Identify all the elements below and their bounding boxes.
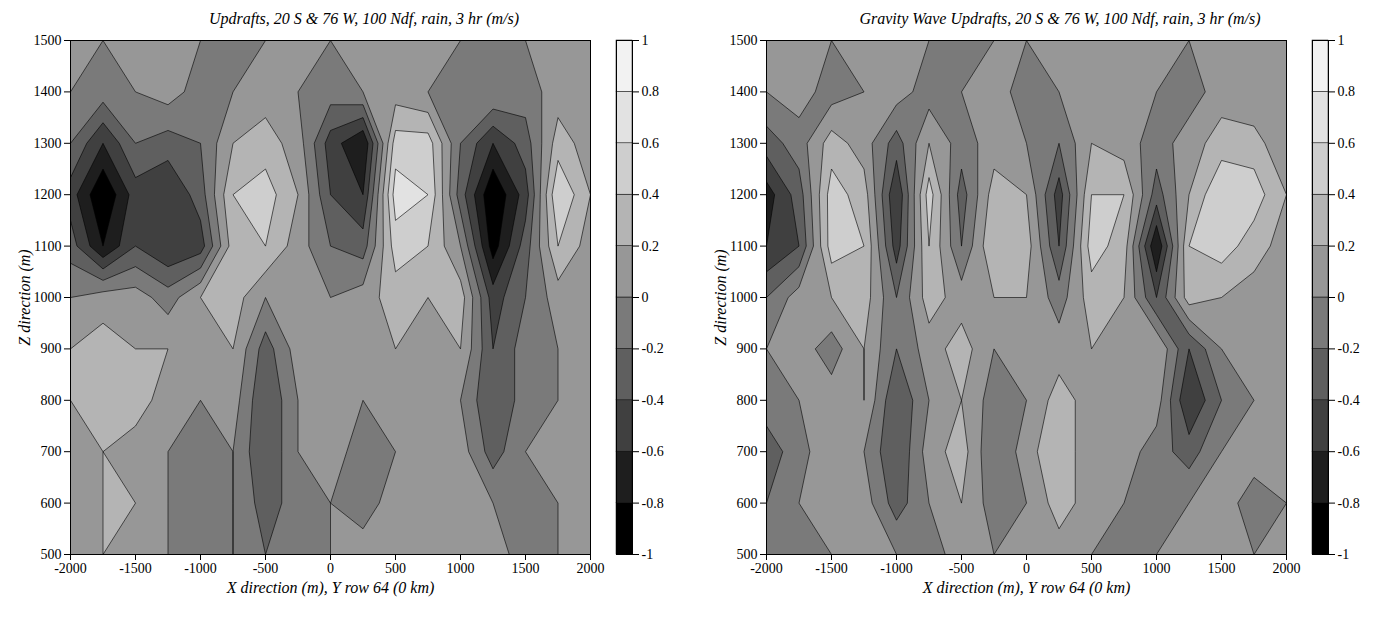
svg-text:-500: -500 [949,561,975,576]
svg-text:1400: 1400 [730,84,758,99]
svg-text:1100: 1100 [34,239,61,254]
svg-text:0.4: 0.4 [642,187,660,202]
svg-text:0.6: 0.6 [642,136,660,151]
svg-text:900: 900 [737,341,758,356]
svg-text:-0.6: -0.6 [1338,444,1360,459]
svg-text:-2000: -2000 [54,561,87,576]
svg-text:800: 800 [737,393,758,408]
svg-text:-500: -500 [253,561,279,576]
svg-text:1400: 1400 [34,84,62,99]
svg-text:0: 0 [327,561,334,576]
svg-text:1000: 1000 [1143,561,1171,576]
svg-text:-1500: -1500 [815,561,848,576]
svg-text:1200: 1200 [730,187,758,202]
svg-text:500: 500 [737,547,758,562]
svg-text:500: 500 [385,561,406,576]
svg-text:-2000: -2000 [750,561,783,576]
svg-text:-1000: -1000 [184,561,217,576]
svg-text:0: 0 [1023,561,1030,576]
svg-text:1300: 1300 [730,136,758,151]
svg-text:0.8: 0.8 [1338,84,1356,99]
svg-text:900: 900 [41,341,62,356]
svg-text:-0.8: -0.8 [1338,496,1360,511]
svg-text:Z direction (m): Z direction (m) [16,249,34,345]
svg-text:0.6: 0.6 [1338,136,1356,151]
svg-text:500: 500 [41,547,62,562]
svg-text:0: 0 [642,290,649,305]
svg-text:2000: 2000 [1273,561,1301,576]
svg-text:X direction (m), Y row 64 (0 k: X direction (m), Y row 64 (0 km) [226,579,435,597]
html-text:Updrafts, 20 S & 76 W, 100 Ndf: Updrafts, 20 S & 76 W, 100 Ndf, rain, 3 … [208,10,519,27]
svg-text:-0.4: -0.4 [1338,393,1360,408]
svg-text:1000: 1000 [447,561,475,576]
svg-text:0.8: 0.8 [642,84,660,99]
svg-text:1: 1 [642,33,649,48]
svg-text:1000: 1000 [730,290,758,305]
svg-text:800: 800 [41,393,62,408]
svg-text:500: 500 [1081,561,1102,576]
svg-text:X direction (m), Y row 64 (0 k: X direction (m), Y row 64 (0 km) [922,579,1131,597]
svg-text:600: 600 [737,496,758,511]
svg-text:-0.2: -0.2 [642,341,664,356]
html-text:Gravity Wave Updrafts, 20 S &: Gravity Wave Updrafts, 20 S & 76 W, 100 … [859,10,1261,27]
svg-text:1300: 1300 [34,136,62,151]
svg-text:Z direction (m): Z direction (m) [712,249,730,345]
svg-text:-1: -1 [1338,547,1350,562]
svg-text:1500: 1500 [34,33,62,48]
svg-text:-1000: -1000 [880,561,913,576]
svg-text:0.4: 0.4 [1338,187,1356,202]
svg-text:-0.8: -0.8 [642,496,664,511]
svg-text:2000: 2000 [577,561,605,576]
svg-text:1200: 1200 [34,187,62,202]
svg-text:-0.4: -0.4 [642,393,664,408]
svg-text:-1: -1 [642,547,654,562]
svg-text:1500: 1500 [730,33,758,48]
svg-text:-1500: -1500 [119,561,152,576]
svg-text:1500: 1500 [1208,561,1236,576]
svg-text:0.2: 0.2 [1338,239,1356,254]
svg-text:1: 1 [1338,33,1345,48]
svg-text:1100: 1100 [730,239,757,254]
svg-text:-0.6: -0.6 [642,444,664,459]
svg-text:700: 700 [41,444,62,459]
svg-text:0: 0 [1338,290,1345,305]
svg-text:1000: 1000 [34,290,62,305]
svg-text:700: 700 [737,444,758,459]
svg-text:600: 600 [41,496,62,511]
svg-text:-0.2: -0.2 [1338,341,1360,356]
svg-text:0.2: 0.2 [642,239,660,254]
svg-text:1500: 1500 [512,561,540,576]
